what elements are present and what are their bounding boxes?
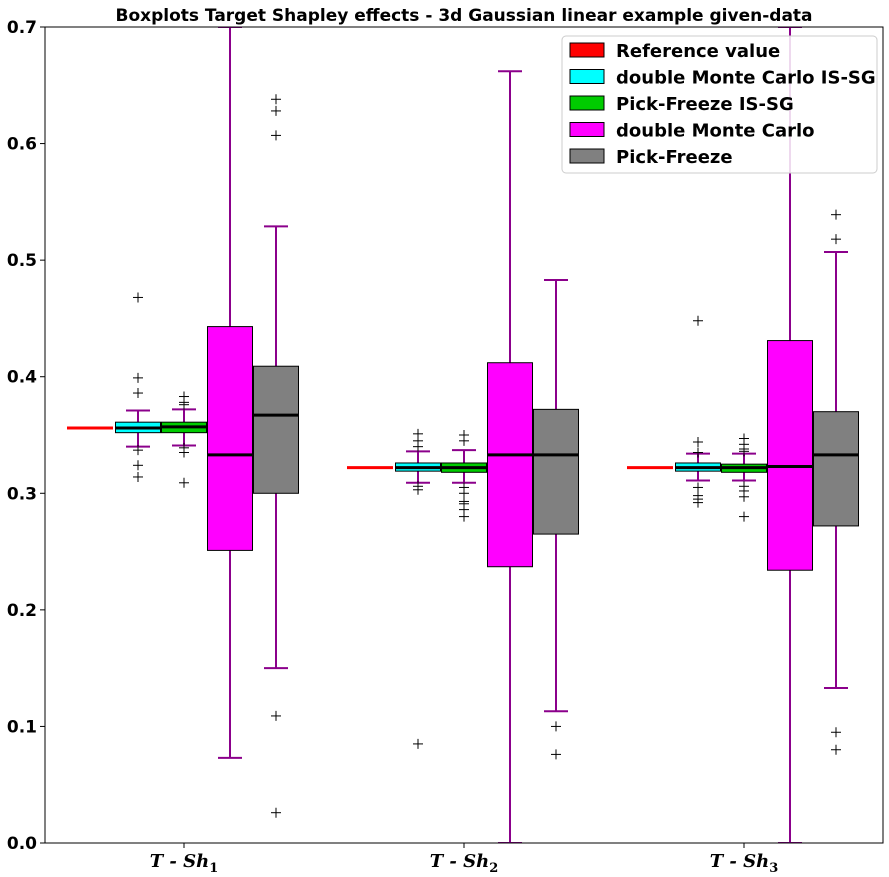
flier-marker [831, 727, 841, 738]
box [487, 362, 533, 568]
x-tick-label: T - Sh2 [430, 851, 499, 876]
flier-marker [693, 447, 703, 458]
y-tick-label: 0.6 [7, 135, 37, 155]
flier-marker [133, 460, 143, 471]
x-tick-label-sub: 2 [489, 861, 498, 876]
flier-marker [693, 315, 703, 326]
x-tick-label-sub: 3 [769, 861, 778, 876]
box [813, 411, 859, 527]
flier-marker [413, 738, 423, 749]
box [207, 326, 253, 551]
flier-marker [271, 710, 281, 721]
plot-marks [67, 27, 859, 843]
flier-marker [413, 484, 423, 495]
flier-marker [693, 436, 703, 447]
box [767, 340, 813, 571]
flier-marker [739, 446, 749, 457]
legend-swatch [569, 69, 605, 84]
y-tick-label: 0.3 [7, 484, 37, 504]
plot-area [44, 26, 884, 844]
x-tick-label: T - Sh1 [150, 851, 219, 876]
flier-marker [133, 372, 143, 383]
legend-swatch [569, 95, 605, 111]
legend-label: Pick-Freeze IS-SG [616, 94, 794, 115]
flier-marker [831, 209, 841, 220]
flier-marker [413, 441, 423, 452]
chart-title: Boxplots Target Shapley effects - 3d Gau… [115, 6, 812, 26]
y-tick-label: 0.0 [7, 834, 37, 854]
flier-marker [133, 471, 143, 482]
flier-marker [179, 447, 189, 458]
legend-label: Pick-Freeze [616, 147, 733, 168]
flier-marker [133, 445, 143, 456]
flier-marker [551, 721, 561, 732]
flier-marker [271, 130, 281, 141]
legend-label: double Monte Carlo IS-SG [616, 68, 876, 89]
x-tick-label-base: T - Sh [150, 851, 209, 872]
flier-marker [133, 292, 143, 303]
flier-marker [831, 234, 841, 245]
flier-marker [271, 94, 281, 105]
y-tick-label: 0.1 [7, 717, 37, 737]
x-tick-label-base: T - Sh [430, 851, 489, 872]
x-axis: T - Sh1 T - Sh2 T - Sh3 [150, 843, 779, 876]
x-tick-label-sub: 1 [209, 861, 218, 876]
y-tick-label: 0.2 [7, 601, 37, 621]
flier-marker [271, 807, 281, 818]
flier-marker [551, 749, 561, 760]
y-axis: 0.0 0.1 0.2 0.3 0.4 0.5 0.6 0.7 [7, 18, 45, 854]
flier-marker [179, 399, 189, 410]
legend: Reference value double Monte Carlo IS-SG P… [561, 35, 878, 174]
flier-marker [179, 477, 189, 488]
x-tick-label: T - Sh3 [710, 851, 779, 876]
legend-label: double Monte Carlo [616, 121, 815, 142]
y-tick-label: 0.5 [7, 251, 37, 271]
flier-marker [831, 744, 841, 755]
flier-marker [459, 435, 469, 446]
legend-frame [561, 35, 878, 174]
legend-swatch [569, 148, 605, 164]
y-tick-label: 0.7 [7, 18, 37, 38]
legend-label: Reference value [616, 41, 780, 62]
flier-marker [133, 388, 143, 399]
flier-marker [739, 491, 749, 502]
flier-marker [693, 497, 703, 508]
box [253, 365, 299, 494]
box [533, 408, 579, 535]
flier-marker [271, 105, 281, 116]
flier-marker [739, 511, 749, 522]
legend-swatch [569, 122, 605, 137]
x-tick-label-base: T - Sh [710, 851, 769, 872]
legend-swatch [569, 42, 605, 58]
y-tick-label: 0.4 [7, 368, 37, 388]
flier-marker [459, 511, 469, 522]
